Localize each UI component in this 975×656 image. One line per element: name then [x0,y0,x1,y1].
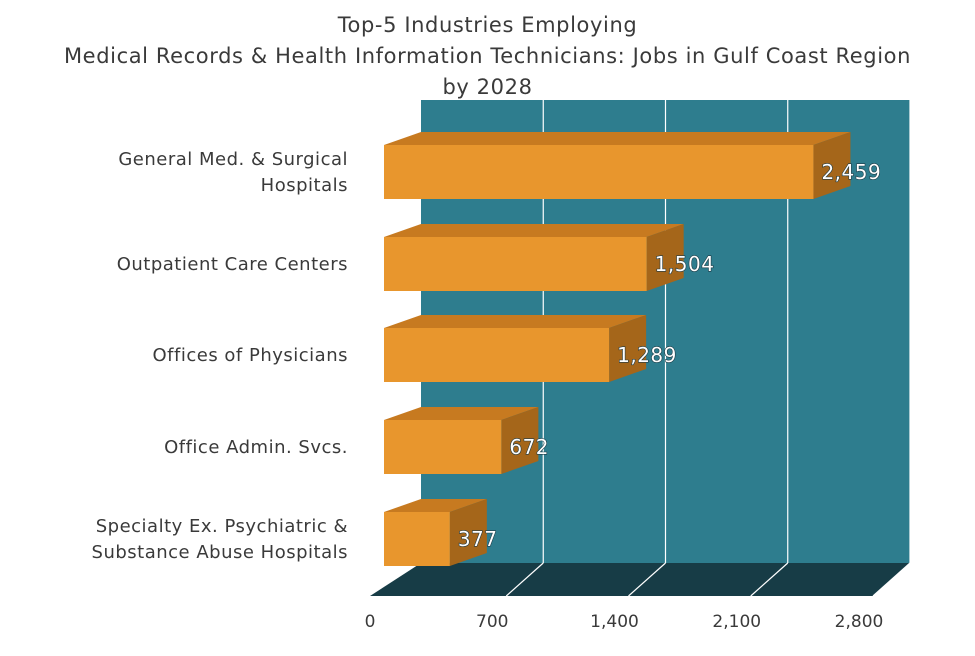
x-tick-label-2: 1,400 [590,612,639,632]
bar-1 [384,237,647,291]
gridline-floor-1 [505,562,544,597]
data-label-4: 377 [458,527,498,551]
x-tick-label-1: 700 [476,612,508,632]
bar-side-0 [813,132,851,199]
chart-title: Top-5 Industries Employing Medical Recor… [0,10,975,103]
x-tick-label-4: 2,800 [835,612,884,632]
data-label-1: 1,504 [655,252,715,276]
x-tick-label-0: 0 [365,612,376,632]
bar-side-1 [646,224,684,291]
chart-title-line-2: Medical Records & Health Information Tec… [63,44,912,68]
category-label-2-0: Offices of Physicians [153,345,349,366]
category-label-4-0: Specialty Ex. Psychiatric & [96,516,348,537]
category-label-4-1: Substance Abuse Hospitals [92,542,348,563]
bar-2 [384,328,610,382]
x-tick-label-3: 2,100 [712,612,761,632]
data-labels: 2,459 1,504 1,289 672 377 [457,159,881,551]
bar-side-3 [501,407,539,474]
bar-4 [384,512,450,566]
bar-3 [384,420,502,474]
category-label-0-1: Hospitals [261,175,348,196]
chart-title-line-1: Top-5 Industries Employing [337,13,638,37]
category-label-0-0: General Med. & Surgical [118,149,348,170]
bars [384,132,851,566]
chart-title-line-3: by 2028 [442,75,533,99]
bar-top-2 [384,315,647,328]
data-label-2: 1,289 [617,343,677,367]
category-label-1-0: Outpatient Care Centers [117,254,348,275]
bar-top-3 [384,407,539,420]
data-label-3: 672 [509,435,549,459]
floor [370,563,910,596]
bar-top-4 [384,499,487,512]
bar-side-2 [609,315,647,382]
gridline-floor-3 [750,562,789,597]
category-labels: General Med. & Surgical Hospitals Outpatie… [92,149,348,563]
gridline-floor-2 [628,562,666,597]
gridline-floor-4 [872,562,911,597]
bar-top-1 [384,224,684,237]
x-axis-tick-labels: 0 700 1,400 2,100 2,800 [365,612,884,632]
data-label-0: 2,459 [821,160,881,184]
category-label-3-0: Office Admin. Svcs. [164,437,348,458]
plot-floor [370,563,910,596]
bar-side-4 [449,499,487,566]
bar-top-0 [384,132,851,145]
bar-0 [384,145,814,199]
